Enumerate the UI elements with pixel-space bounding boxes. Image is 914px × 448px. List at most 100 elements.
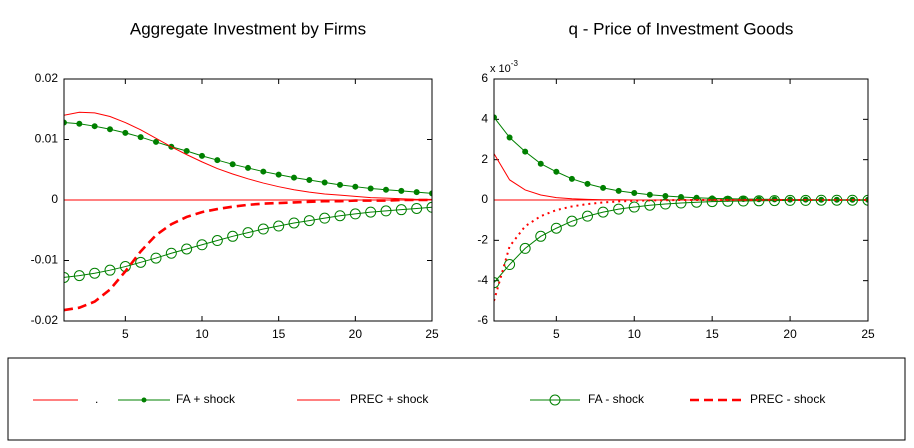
marker-circle <box>550 222 562 234</box>
marker-dot <box>600 184 607 191</box>
series-line <box>64 111 432 200</box>
y-tick-label: -6 <box>477 313 488 327</box>
marker-circle <box>89 267 101 279</box>
marker-dot <box>137 134 144 141</box>
marker-dot <box>107 126 113 133</box>
marker-circle <box>165 247 177 259</box>
marker-dot <box>413 189 420 196</box>
y-tick-label: 0.01 <box>35 132 59 146</box>
marker-circle <box>691 196 703 208</box>
legend-entry: PREC + shock <box>297 392 429 406</box>
plot-frame <box>63 78 433 322</box>
y-tick-label: -0.02 <box>31 313 59 327</box>
marker-dot <box>214 157 221 164</box>
marker-circle <box>519 242 531 254</box>
series-line <box>64 198 432 312</box>
marker-circle <box>303 215 315 227</box>
marker-circle <box>334 210 346 222</box>
legend-entry: . <box>33 392 98 406</box>
marker-dot <box>646 191 653 198</box>
marker-circle <box>411 202 423 214</box>
marker-dot <box>506 134 513 141</box>
marker-dot <box>383 186 389 193</box>
x-tick-label: 15 <box>705 327 719 341</box>
y-tick-label: -4 <box>477 273 488 287</box>
marker-circle <box>64 271 70 283</box>
x-tick-label: 10 <box>195 327 209 341</box>
x-tick-label: 10 <box>628 327 642 341</box>
y-tick-label: 0 <box>481 192 488 206</box>
marker-circle <box>365 206 377 218</box>
plot-frame <box>493 78 869 322</box>
series <box>64 119 432 197</box>
marker-circle <box>242 227 254 239</box>
marker-circle <box>288 217 300 229</box>
marker-dot <box>662 192 669 199</box>
marker-dot <box>352 183 359 190</box>
x-tick-label: 5 <box>122 327 129 341</box>
legend-entry: FA + shock <box>118 392 236 406</box>
marker-circle <box>737 195 749 207</box>
marker-dot <box>275 171 282 178</box>
legend-box <box>7 357 906 441</box>
marker-dot <box>245 164 251 171</box>
marker-circle <box>706 196 718 208</box>
marker-dot <box>291 174 297 181</box>
series-line <box>494 199 868 302</box>
marker-circle <box>380 205 392 217</box>
marker-circle <box>862 194 868 206</box>
marker-circle <box>613 203 625 215</box>
marker-dot <box>183 147 190 154</box>
multiplier-base: x 10 <box>490 63 511 75</box>
marker-circle <box>104 264 116 276</box>
marker-circle <box>181 243 193 255</box>
marker-dot <box>568 175 575 182</box>
y-tick-label: 6 <box>481 71 488 85</box>
marker-dot <box>494 114 497 121</box>
marker-dot <box>91 123 98 130</box>
marker-circle <box>73 270 85 282</box>
marker-circle <box>227 230 239 242</box>
y-multiplier: x 10-3 <box>490 59 518 75</box>
x-tick-label: 20 <box>783 327 797 341</box>
marker-dot <box>553 168 560 175</box>
marker-circle <box>319 212 331 224</box>
legend-label: PREC + shock <box>350 392 429 406</box>
marker-dot <box>367 185 374 192</box>
series-line <box>64 206 432 278</box>
y-tick-label: 2 <box>481 152 488 166</box>
legend-entry: PREC - shock <box>690 392 826 406</box>
marker-dot <box>153 138 159 145</box>
marker-circle <box>722 195 734 207</box>
marker-dot <box>522 148 529 155</box>
marker-dot <box>64 119 67 126</box>
marker-circle <box>675 197 687 209</box>
marker-circle <box>628 201 640 213</box>
series <box>494 199 868 302</box>
marker-dot <box>398 187 405 194</box>
marker-circle <box>349 208 361 220</box>
y-tick-label: -2 <box>477 233 488 247</box>
series <box>64 198 432 312</box>
legend-label: FA - shock <box>588 392 645 406</box>
multiplier-exponent: -3 <box>511 59 519 68</box>
marker-circle <box>273 220 285 232</box>
chart-title: q - Price of Investment Goods <box>569 19 794 38</box>
marker-dot <box>229 161 236 168</box>
legend-marker <box>141 397 147 403</box>
marker-dot <box>122 129 129 136</box>
legend-label: FA + shock <box>176 392 236 406</box>
marker-circle <box>566 215 578 227</box>
marker-circle <box>257 223 269 235</box>
chart-title: Aggregate Investment by Firms <box>130 19 366 38</box>
marker-dot <box>260 168 267 175</box>
marker-dot <box>429 190 432 197</box>
legend-entry: FA - shock <box>530 392 645 406</box>
marker-dot <box>76 120 83 127</box>
legend-marker <box>549 394 561 406</box>
x-tick-label: 25 <box>425 327 439 341</box>
legend-label: . <box>95 392 98 406</box>
marker-circle <box>659 198 671 210</box>
legend-label: PREC - shock <box>750 392 826 406</box>
